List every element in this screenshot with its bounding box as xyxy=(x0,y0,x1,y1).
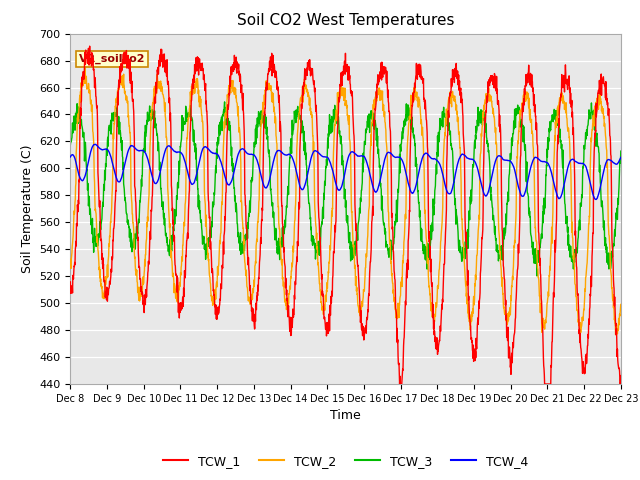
Line: TCW_1: TCW_1 xyxy=(70,46,621,384)
TCW_3 xyxy=(98,216,106,222)
Y-axis label: Soil Temperature (C): Soil Temperature (C) xyxy=(21,144,34,273)
TCW_4 xyxy=(592,197,600,203)
TCW_2 xyxy=(81,63,89,69)
TCW_1 xyxy=(294,243,302,249)
TCW_1 xyxy=(184,221,192,227)
Line: TCW_2: TCW_2 xyxy=(70,66,621,335)
Title: Soil CO2 West Temperatures: Soil CO2 West Temperatures xyxy=(237,13,454,28)
TCW_4 xyxy=(291,164,299,170)
TCW_4 xyxy=(294,176,302,182)
TCW_4 xyxy=(273,149,280,155)
TCW_1 xyxy=(443,160,451,166)
TCW_3 xyxy=(273,242,280,248)
TCW_2 xyxy=(67,264,74,269)
TCW_1 xyxy=(67,279,74,285)
TCW_2 xyxy=(99,290,106,296)
TCW_3 xyxy=(221,99,228,105)
TCW_3 xyxy=(533,273,541,279)
TCW_2 xyxy=(443,106,451,112)
TCW_3 xyxy=(184,115,192,120)
Text: VR_soilco2: VR_soilco2 xyxy=(79,54,145,64)
TCW_3 xyxy=(617,148,625,154)
TCW_4 xyxy=(99,147,106,153)
TCW_1 xyxy=(617,373,625,379)
TCW_3 xyxy=(67,142,74,147)
TCW_3 xyxy=(291,112,299,118)
TCW_2 xyxy=(294,124,302,130)
Legend: TCW_1, TCW_2, TCW_3, TCW_4: TCW_1, TCW_2, TCW_3, TCW_4 xyxy=(158,450,533,473)
TCW_2 xyxy=(612,332,620,337)
TCW_1 xyxy=(396,381,403,387)
Line: TCW_3: TCW_3 xyxy=(70,102,621,276)
TCW_1 xyxy=(273,75,280,81)
TCW_2 xyxy=(291,205,299,211)
TCW_3 xyxy=(443,117,451,122)
TCW_4 xyxy=(184,171,192,177)
TCW_1 xyxy=(99,251,106,257)
TCW_2 xyxy=(617,301,625,307)
TCW_2 xyxy=(273,140,280,145)
TCW_4 xyxy=(443,187,451,192)
TCW_4 xyxy=(67,154,74,160)
TCW_4 xyxy=(92,142,99,147)
TCW_2 xyxy=(184,115,192,121)
TCW_4 xyxy=(617,155,625,160)
TCW_1 xyxy=(291,278,299,284)
TCW_3 xyxy=(294,108,302,114)
X-axis label: Time: Time xyxy=(330,409,361,422)
Line: TCW_4: TCW_4 xyxy=(70,144,621,200)
TCW_1 xyxy=(86,43,93,49)
